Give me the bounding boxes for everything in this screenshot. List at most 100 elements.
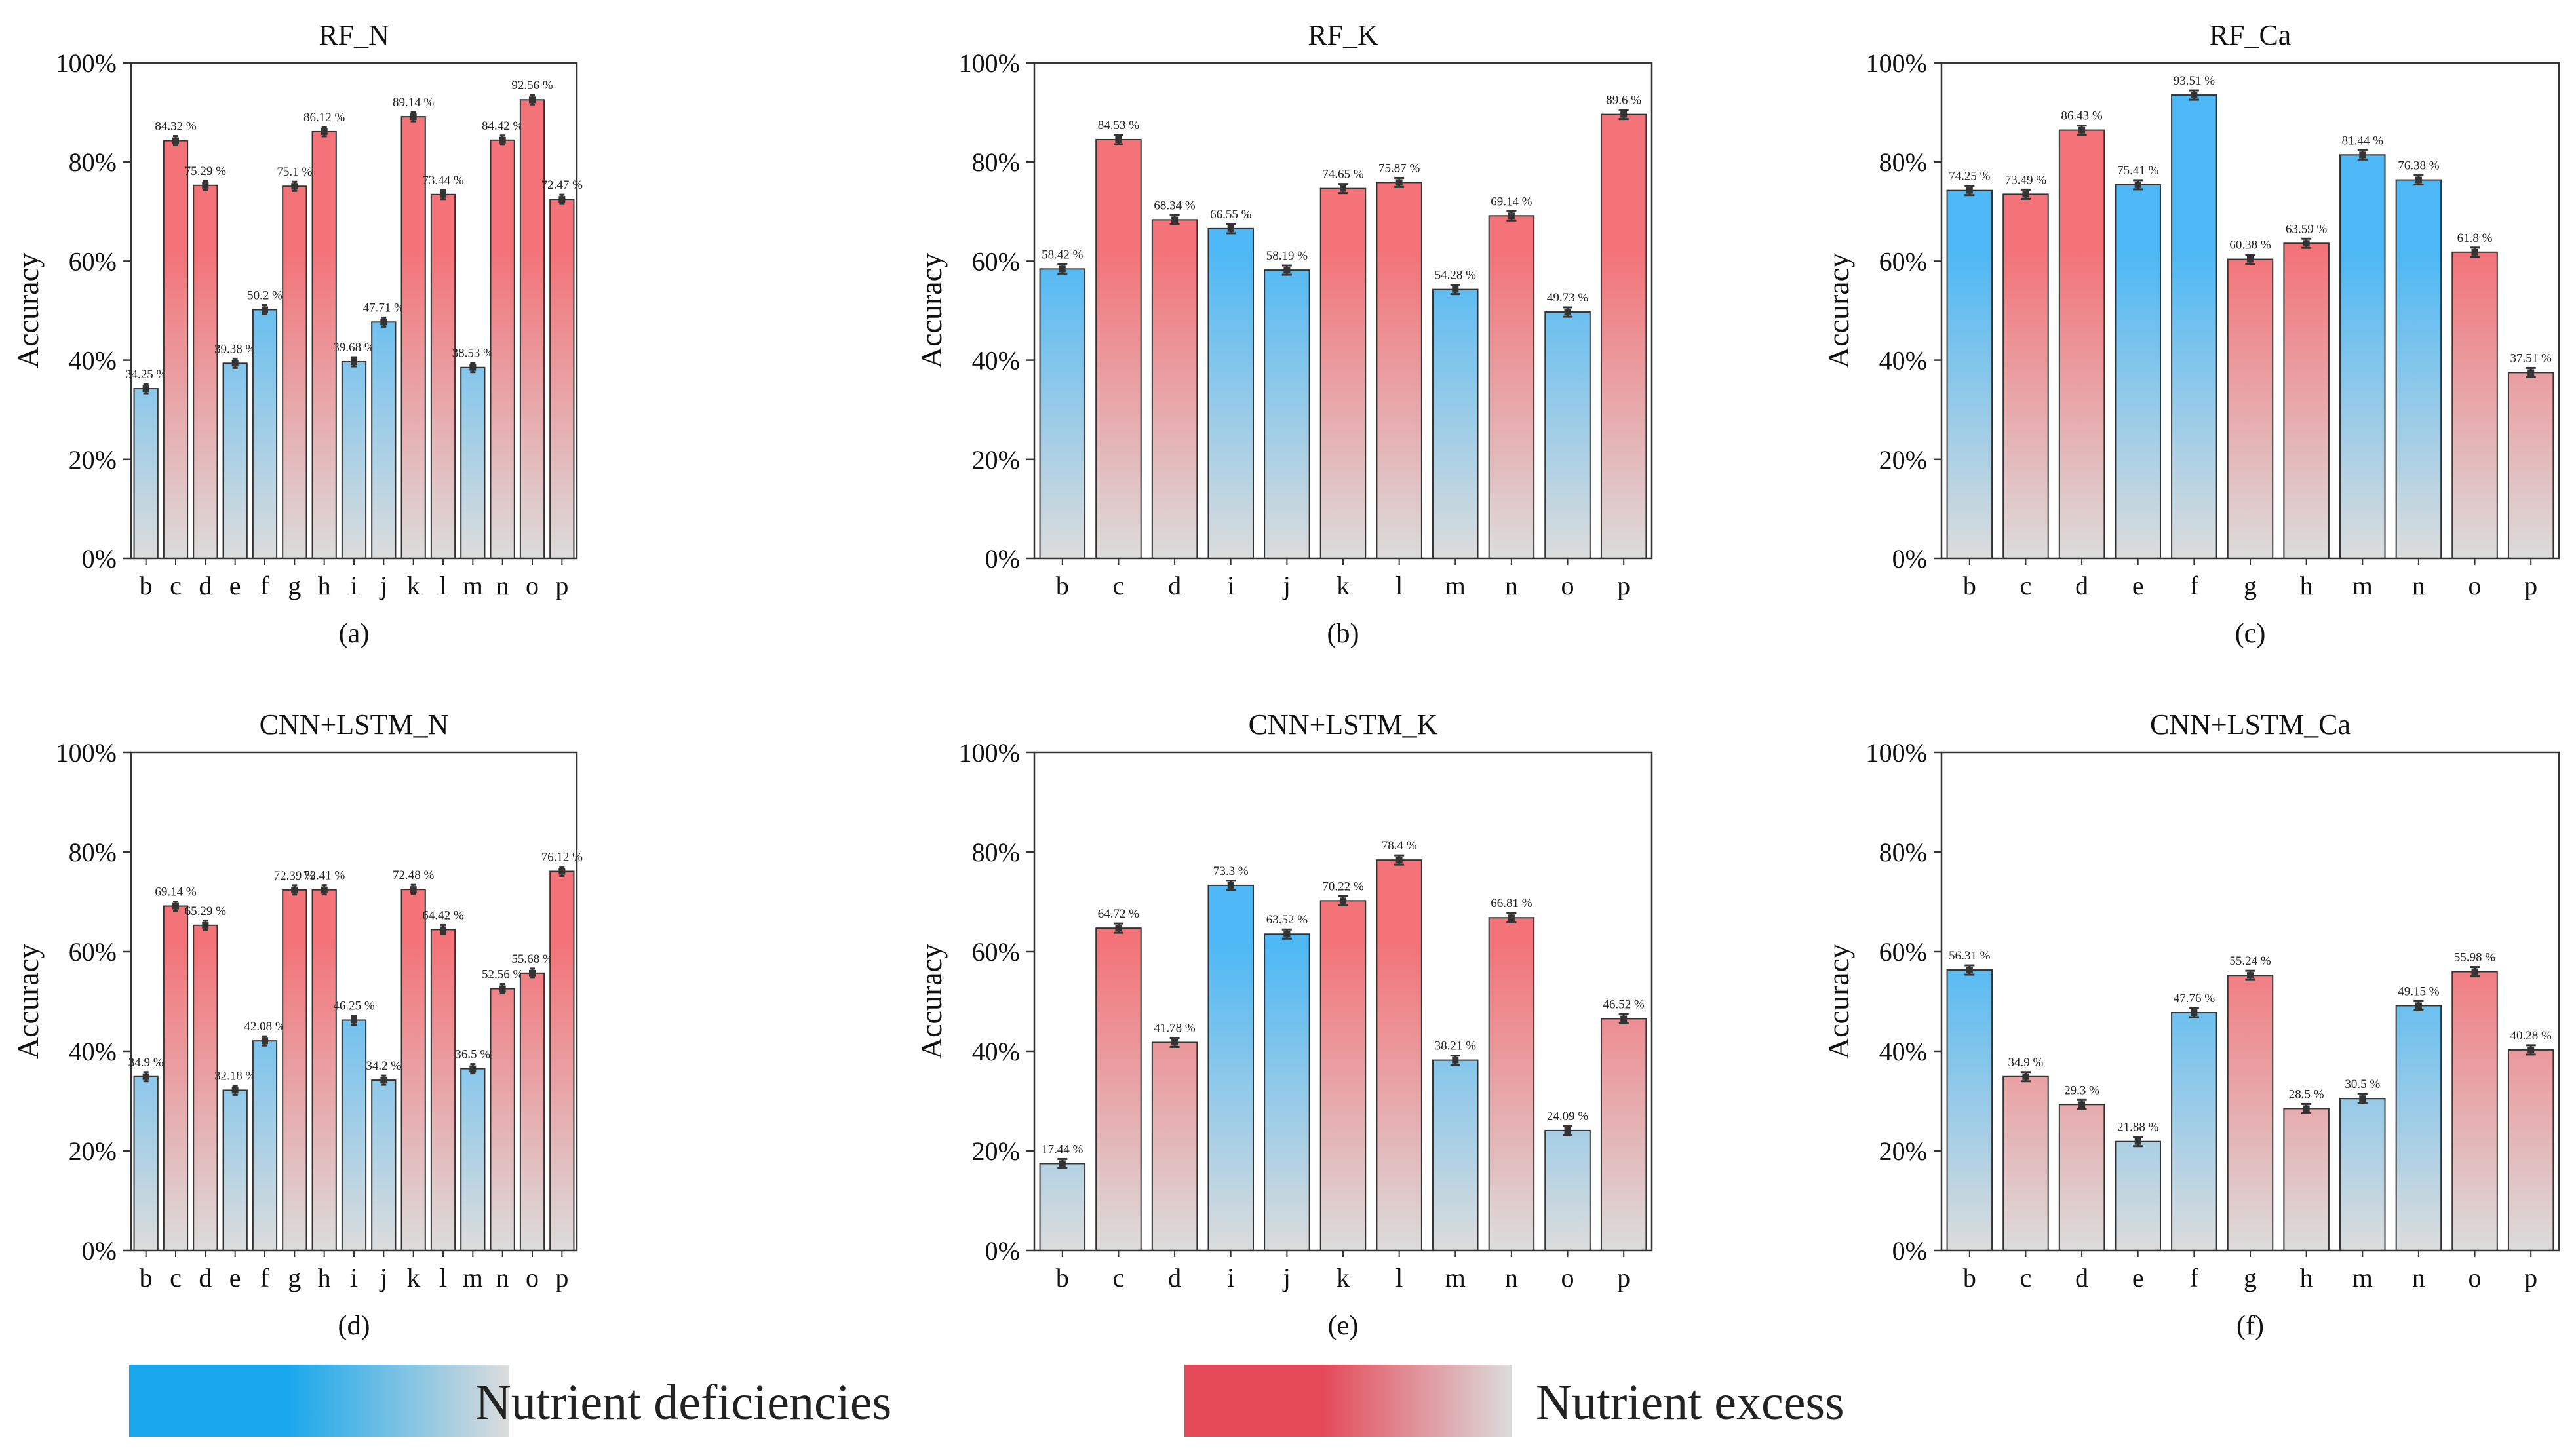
error-bar-marker	[142, 385, 149, 393]
bar-h	[2283, 242, 2330, 559]
error-bar-marker	[262, 1037, 268, 1045]
data-label: 39.38 %	[214, 342, 256, 356]
error-bar	[321, 884, 328, 896]
y-tick-label: 40%	[1879, 346, 1927, 376]
error-bar-marker	[1059, 265, 1066, 273]
bar-b	[1946, 969, 1993, 1251]
error-bar-marker	[2527, 369, 2535, 376]
plot-frame	[1940, 751, 2560, 1252]
y-tick-label: 80%	[972, 838, 1020, 867]
x-tick-label: o	[2469, 1263, 2482, 1292]
error-bar-marker	[499, 136, 506, 144]
error-bar-marker	[1283, 931, 1291, 938]
error-bar	[410, 883, 417, 895]
bar-b	[1946, 189, 1993, 560]
x-tick-label: n	[2412, 571, 2425, 600]
error-bar-marker	[2415, 176, 2422, 184]
x-tick-label: p	[1617, 571, 1630, 600]
y-tick-label: 60%	[69, 937, 117, 967]
bar-f	[252, 1040, 278, 1252]
y-tick-label: 80%	[69, 147, 117, 177]
error-bar	[2413, 999, 2424, 1011]
bar-k	[1319, 900, 1367, 1251]
bar-n	[1488, 917, 1535, 1252]
error-bar-marker	[499, 985, 506, 992]
x-tick-label: c	[170, 1263, 182, 1292]
bar-p	[549, 870, 575, 1252]
error-bar-marker	[172, 137, 179, 144]
x-tick-label: k	[1337, 1263, 1350, 1292]
error-bar-marker	[1508, 914, 1515, 921]
y-tick-label: 40%	[972, 346, 1020, 376]
chart-title: RF_Ca	[2210, 19, 2292, 51]
bar-c	[1095, 138, 1142, 560]
error-bar-marker	[440, 926, 446, 933]
x-tick-label: m	[463, 571, 483, 600]
data-label: 28.5 %	[2289, 1087, 2324, 1101]
error-bar	[2470, 246, 2480, 258]
error-bar-marker	[2471, 968, 2478, 975]
panel-label: (b)	[1327, 619, 1359, 649]
bar-i	[341, 361, 367, 560]
error-bar	[262, 303, 268, 315]
error-bar	[469, 1063, 477, 1075]
data-label: 52.56 %	[482, 968, 524, 982]
data-label: 73.3 %	[1213, 864, 1249, 878]
x-tick-label: e	[229, 1263, 241, 1292]
chart-title: RF_K	[1308, 19, 1378, 51]
x-tick-label: c	[170, 571, 182, 600]
x-tick-label: c	[1113, 571, 1125, 600]
bar-c	[163, 905, 189, 1251]
error-bar	[1338, 183, 1348, 195]
x-tick-label: d	[2075, 1263, 2088, 1292]
error-bar-marker	[321, 886, 328, 893]
error-bar-marker	[2191, 92, 2198, 99]
plot-frame	[130, 62, 578, 560]
error-bar-marker	[2134, 181, 2141, 188]
error-bar	[558, 865, 566, 877]
x-tick-label: i	[350, 571, 357, 600]
data-label: 38.21 %	[1435, 1039, 1477, 1053]
bar-o	[2451, 971, 2498, 1251]
chart-panel: CNN+LSTM_K 17.44 % b 64.72 % c 41.78 % d 73.3 %…	[914, 708, 1653, 1341]
error-bar	[351, 356, 357, 368]
data-label: 58.19 %	[1266, 249, 1308, 263]
bar-o	[519, 99, 545, 559]
error-bar	[499, 134, 506, 146]
error-bar-marker	[558, 868, 566, 875]
error-bar	[1964, 185, 1975, 197]
y-tick-label: 0%	[1892, 544, 1927, 573]
error-bar	[1281, 928, 1292, 940]
error-bar	[1563, 1125, 1573, 1136]
error-bar	[291, 180, 298, 192]
error-bar-marker	[558, 196, 566, 203]
error-bar	[2526, 1044, 2536, 1056]
error-bar	[410, 111, 417, 123]
x-tick-label: b	[140, 571, 153, 600]
data-label: 84.32 %	[155, 120, 197, 134]
bar-l	[1376, 859, 1422, 1252]
error-bar-marker	[380, 1077, 387, 1084]
bar-f	[252, 309, 278, 559]
error-bar	[2189, 89, 2199, 101]
x-tick-label: b	[140, 1263, 153, 1292]
error-bar-marker	[1340, 185, 1346, 192]
error-bar-marker	[1966, 187, 1973, 194]
y-tick-label: 80%	[1879, 838, 1927, 867]
error-bar-marker	[231, 1087, 239, 1094]
data-label: 72.41 %	[303, 869, 345, 883]
x-tick-label: m	[2352, 1263, 2373, 1292]
y-tick-label: 40%	[972, 1037, 1020, 1066]
data-label: 72.39 %	[274, 869, 316, 883]
data-label: 69.14 %	[1491, 195, 1532, 208]
error-bar	[1338, 895, 1348, 906]
bar-c	[163, 140, 189, 560]
error-bar-marker	[1227, 225, 1234, 232]
y-tick-label: 20%	[69, 1136, 117, 1166]
bar-b	[1039, 1163, 1086, 1252]
x-tick-label: m	[1445, 571, 1466, 600]
data-label: 29.3 %	[2064, 1083, 2099, 1097]
x-tick-label: k	[407, 1263, 420, 1292]
error-bar	[262, 1035, 268, 1047]
y-tick-label: 0%	[1892, 1236, 1927, 1266]
